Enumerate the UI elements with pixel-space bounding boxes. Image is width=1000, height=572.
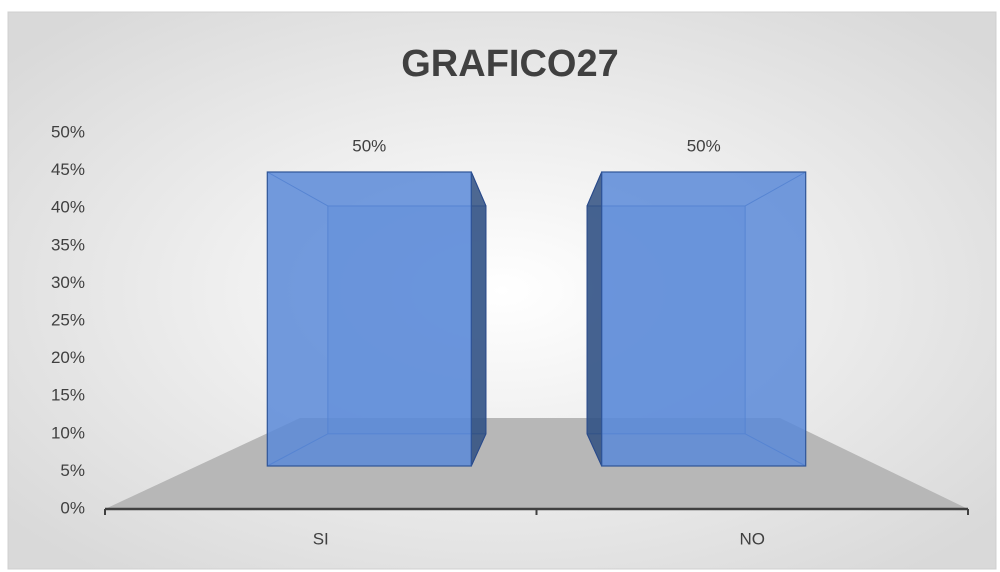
x-tick-label: NO [740, 529, 766, 548]
y-tick-label: 45% [51, 160, 85, 179]
y-tick-label: 10% [51, 423, 85, 442]
y-tick-label: 20% [51, 348, 85, 367]
y-tick-label: 50% [51, 122, 85, 141]
data-label: 50% [687, 136, 721, 155]
data-label: 50% [352, 136, 386, 155]
bar [601, 171, 807, 467]
chart-title: GRAFICO27 [401, 43, 618, 85]
bar-side-face [586, 171, 603, 467]
y-tick-label: 35% [51, 235, 85, 254]
bar [266, 171, 472, 467]
y-tick-label: 5% [60, 461, 85, 480]
y-tick-label: 0% [60, 498, 85, 517]
x-tick-label: SI [313, 529, 329, 548]
y-tick-label: 25% [51, 310, 85, 329]
y-tick-label: 40% [51, 198, 85, 217]
bar-side-face [470, 171, 487, 467]
y-tick-label: 15% [51, 386, 85, 405]
y-tick-label: 30% [51, 273, 85, 292]
